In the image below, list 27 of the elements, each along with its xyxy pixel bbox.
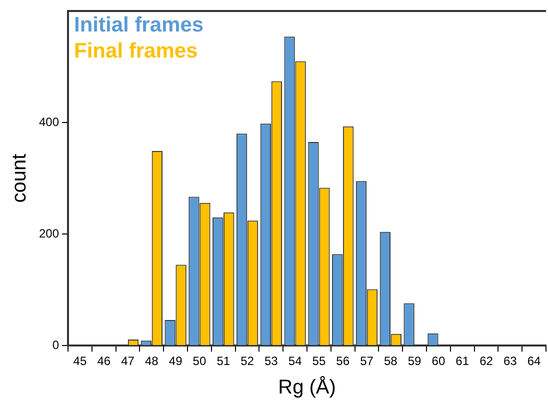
x-tick-label: 53	[264, 354, 278, 368]
x-tick-label: 47	[121, 354, 135, 368]
x-tick-label: 46	[97, 354, 111, 368]
x-tick-label: 50	[192, 354, 206, 368]
x-tick-label: 51	[216, 354, 230, 368]
x-tick-label: 49	[168, 354, 183, 368]
text: Final frames	[74, 39, 198, 62]
y-tick-label: 0	[52, 338, 60, 352]
x-tick-label: 59	[408, 354, 422, 368]
x-tick-label: 45	[73, 354, 87, 368]
x-tick-label: 64	[527, 354, 542, 368]
x-tick-label: 60	[432, 354, 446, 368]
x-tick-label: 61	[456, 354, 470, 368]
x-tick-label: 54	[288, 354, 302, 368]
y-axis-title: count	[8, 153, 31, 203]
y-tick-label: 200	[38, 226, 60, 240]
x-tick-label: 58	[384, 354, 398, 368]
x-tick-label: 62	[480, 354, 494, 368]
text: Initial frames	[74, 13, 204, 36]
x-tick-label: 52	[240, 354, 254, 368]
x-tick-label: 57	[360, 354, 374, 368]
x-tick-label: 63	[503, 354, 518, 368]
x-tick-label: 56	[336, 354, 350, 368]
x-axis-title: Rg (Å)	[278, 376, 336, 399]
y-tick-label: 400	[38, 114, 60, 129]
x-tick-label: 48	[144, 354, 159, 368]
x-tick-label: 55	[312, 354, 326, 368]
